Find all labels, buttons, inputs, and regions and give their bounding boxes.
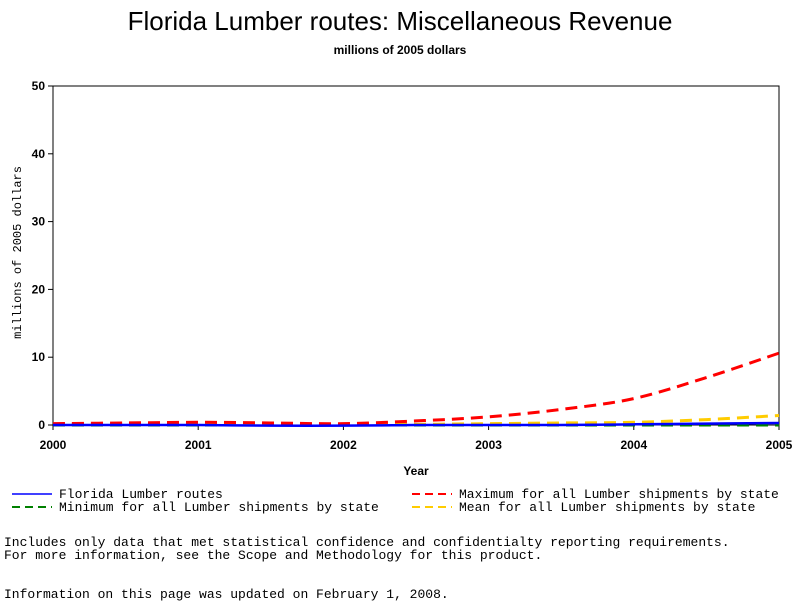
legend-label-2: Maximum for all Lumber shipments by stat… bbox=[459, 487, 779, 502]
x-tick-label: 2003 bbox=[475, 438, 502, 452]
y-tick-label: 20 bbox=[32, 282, 46, 296]
x-axis-label: Year bbox=[403, 464, 429, 478]
legend-label-1: Florida Lumber routes bbox=[59, 487, 223, 502]
x-tick-label: 2005 bbox=[766, 438, 793, 452]
x-tick-label: 2000 bbox=[40, 438, 67, 452]
chart-title: Florida Lumber routes: Miscellaneous Rev… bbox=[127, 6, 673, 36]
x-tick-label: 2001 bbox=[185, 438, 212, 452]
y-tick-label: 40 bbox=[32, 147, 46, 161]
plot-frame bbox=[52, 85, 780, 426]
y-tick-label: 30 bbox=[32, 215, 46, 229]
y-axis-label: millions of 2005 dollars bbox=[11, 166, 25, 339]
y-tick-label: 0 bbox=[38, 418, 45, 432]
y-tick-label: 50 bbox=[32, 79, 46, 93]
y-tick-label: 10 bbox=[32, 350, 46, 364]
x-tick-label: 2004 bbox=[620, 438, 647, 452]
footnote-updated: Information on this page was updated on … bbox=[4, 587, 449, 602]
chart-area: 0 10 20 30 40 50 2000 2001 2002 2003 2004 2005 Year m… bbox=[11, 79, 793, 515]
legend-label-3: Minimum for all Lumber shipments by stat… bbox=[59, 500, 379, 515]
footnote-confidentiality: Includes only data that met statistical … bbox=[4, 535, 730, 550]
chart-subtitle: millions of 2005 dollars bbox=[333, 43, 467, 57]
footnote-methodology: For more information, see the Scope and … bbox=[4, 548, 543, 563]
series-line-1 bbox=[52, 421, 780, 428]
series-line-2 bbox=[52, 351, 780, 426]
legend-label-4: Mean for all Lumber shipments by state bbox=[459, 500, 755, 515]
x-tick-label: 2002 bbox=[330, 438, 357, 452]
